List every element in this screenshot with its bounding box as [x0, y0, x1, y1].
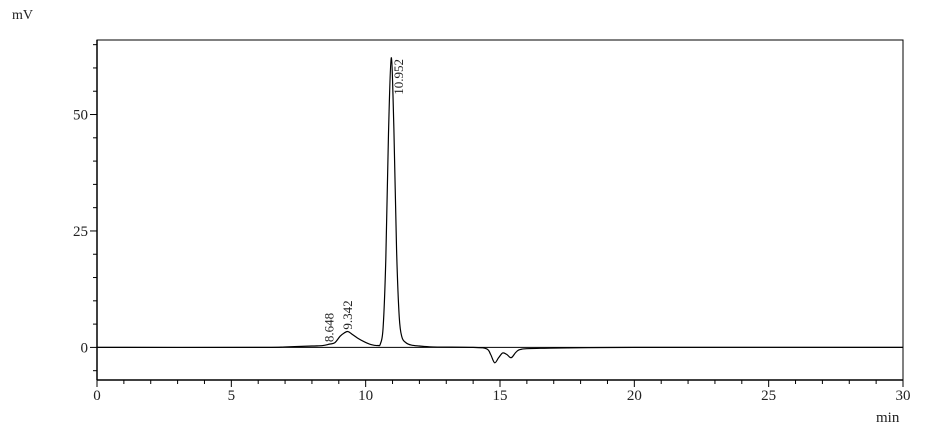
plot-frame [96, 39, 904, 381]
y-axis-label: mV [12, 8, 33, 23]
x-tick-label: 25 [761, 388, 776, 404]
peak-retention-label: 9.342 [340, 300, 355, 329]
x-tick-label: 0 [93, 388, 101, 404]
x-tick-label: 10 [358, 388, 373, 404]
y-tick-label: 0 [81, 340, 89, 356]
peak-retention-label: 10.952 [391, 59, 406, 95]
x-tick-label: 20 [627, 388, 642, 404]
x-tick-label: 5 [228, 388, 236, 404]
x-tick-label: 30 [896, 388, 911, 404]
peak-retention-label: 8.648 [321, 313, 336, 342]
x-tick-label: 15 [493, 388, 508, 404]
y-tick-label: 25 [73, 224, 88, 240]
x-axis-label: min [876, 410, 900, 426]
y-tick-label: 50 [73, 108, 88, 124]
signal-trace [96, 57, 904, 364]
